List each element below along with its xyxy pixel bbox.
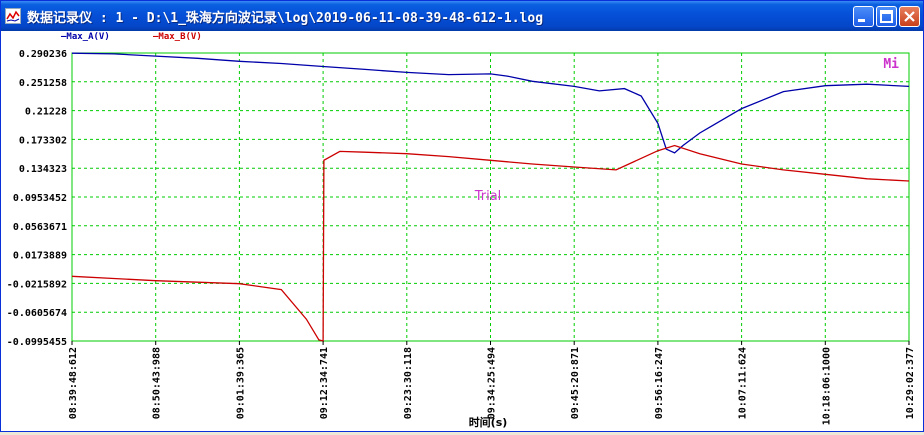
y-tick-label: -0.0995455 xyxy=(7,337,67,348)
x-tick-label: 09:23:30:118 xyxy=(403,347,414,419)
maximize-icon xyxy=(880,10,893,23)
line-chart: —Max_A(V) —Max_B(V) 0.290236 0.251258 0.212… xyxy=(7,32,916,429)
y-tick-label: 0.173302 xyxy=(19,135,67,146)
y-tick-label: 0.0173889 xyxy=(13,251,67,262)
y-tick-label: 0.251258 xyxy=(19,78,67,89)
trial-watermark: Trial xyxy=(474,189,502,204)
x-tick-label: 10:29:02:377 xyxy=(905,347,916,419)
legend-item-max-b: —Max_B(V) xyxy=(153,32,202,42)
minimize-icon xyxy=(858,19,865,22)
y-tick-label: -0.0215892 xyxy=(7,279,67,290)
x-tick-label: 09:01:39:365 xyxy=(235,347,246,419)
y-tick-label: 0.290236 xyxy=(19,49,67,60)
series-line-max-a xyxy=(71,52,910,154)
x-tick-label: 08:50:43:988 xyxy=(152,347,163,419)
x-axis-label: 时间(s) xyxy=(469,415,508,429)
x-tick-label: 09:12:34:741 xyxy=(319,347,330,419)
corner-label[interactable]: Mi xyxy=(883,57,899,72)
series-line-max-b xyxy=(71,144,910,342)
x-tick-label: 09:45:20:871 xyxy=(570,347,581,419)
x-tick-label: 10:18:06:1000 xyxy=(821,347,832,425)
y-tick-label: 0.134323 xyxy=(19,164,67,175)
minimize-button[interactable] xyxy=(853,6,874,27)
chart-app-icon[interactable] xyxy=(5,8,21,24)
close-button[interactable] xyxy=(899,6,920,27)
y-tick-label: 0.0563671 xyxy=(13,222,67,233)
x-tick-label: 10:07:11:624 xyxy=(738,347,749,419)
title-bar[interactable]: 数据记录仪 : 1 - D:\1_珠海方向波记录\log\2019-06-11-… xyxy=(1,1,923,31)
y-tick-label: 0.21228 xyxy=(25,107,67,118)
maximize-button[interactable] xyxy=(876,6,897,27)
legend-item-max-a: —Max_A(V) xyxy=(61,32,110,42)
x-tick-label: 09:56:16:247 xyxy=(654,347,665,419)
x-tick-label: 09:34:25:494 xyxy=(487,347,498,419)
window-title: 数据记录仪 : 1 - D:\1_珠海方向波记录\log\2019-06-11-… xyxy=(27,11,544,26)
x-tick-label: 08:39:48:612 xyxy=(68,347,79,419)
chart-area: —Max_A(V) —Max_B(V) 0.290236 0.251258 0.212… xyxy=(1,31,923,431)
y-tick-label: 0.0953452 xyxy=(13,193,67,204)
close-icon xyxy=(904,11,915,22)
y-tick-label: -0.0605674 xyxy=(7,308,67,319)
